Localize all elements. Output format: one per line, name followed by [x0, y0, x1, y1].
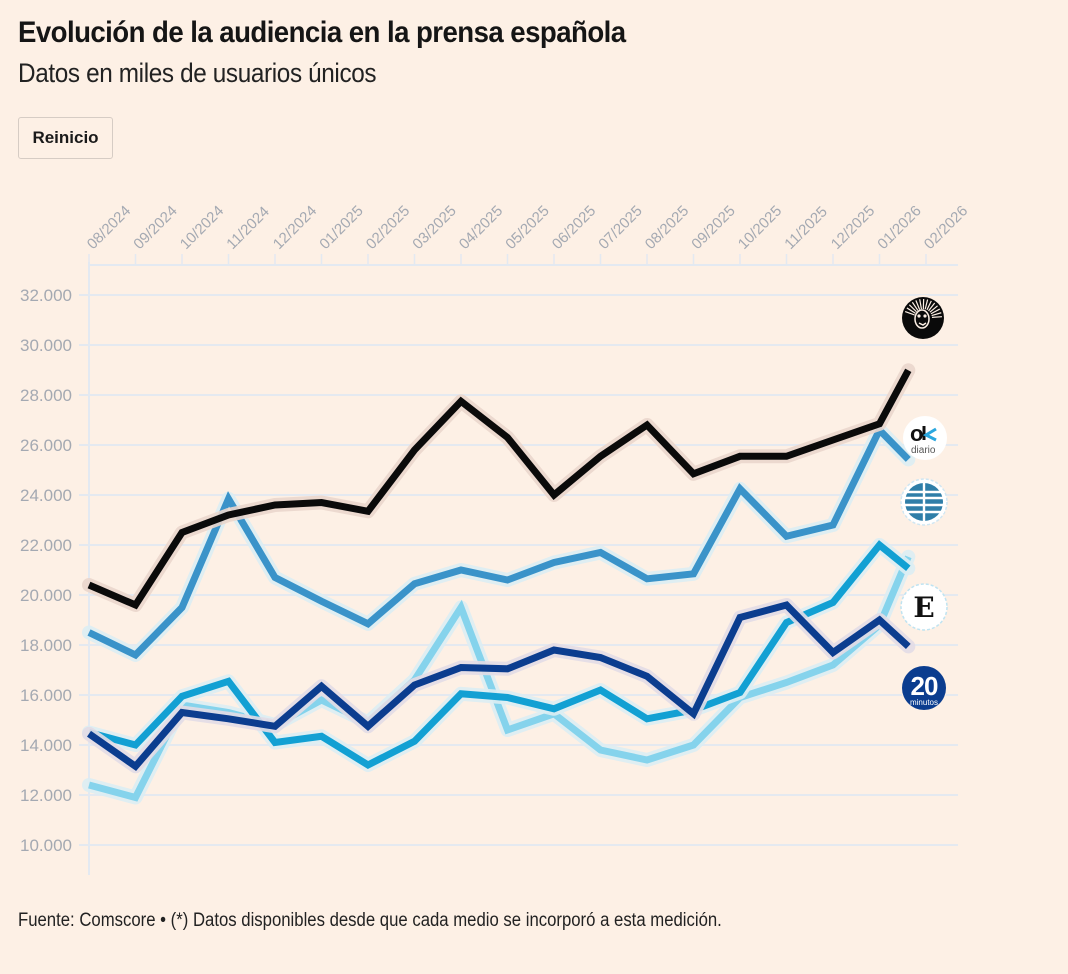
y-axis: 10.000 12.000 14.000 16.000 18.000 20.000 22.0… [20, 286, 72, 855]
x-tick-label: 04/2025 [456, 202, 506, 252]
y-tick-label: 16.000 [20, 686, 72, 705]
x-tick-label: 07/2025 [595, 202, 645, 252]
x-tick-label: 10/2025 [735, 202, 785, 252]
x-tick-label: 10/2024 [177, 202, 227, 252]
line-chart: 08/202409/202410/202411/202412/202401/20… [20, 202, 971, 875]
svg-text:20: 20 [911, 671, 938, 701]
x-tick-label: 01/2025 [316, 202, 366, 252]
x-axis: 08/202409/202410/202411/202412/202401/20… [84, 202, 971, 265]
series-lines [82, 363, 916, 805]
series-halo [82, 363, 916, 612]
series-halo [82, 549, 916, 805]
x-tick-label: 02/2025 [363, 202, 413, 252]
y-tick-label: 14.000 [20, 736, 72, 755]
y-tick-label: 30.000 [20, 336, 72, 355]
x-tick-label: 09/2025 [688, 202, 738, 252]
chart-subtitle: Datos en miles de usuarios únicos [18, 58, 377, 88]
x-tick-label: 12/2024 [270, 202, 320, 252]
source-note: Fuente: Comscore • (*) Datos disponibles… [18, 910, 722, 931]
x-tick-label: 12/2025 [828, 202, 878, 252]
y-tick-label: 12.000 [20, 786, 72, 805]
x-tick-label: 11/2025 [781, 203, 831, 253]
x-tick-label: 08/2024 [84, 202, 134, 252]
x-tick-label: 09/2024 [130, 202, 180, 252]
e-letter-icon: E [900, 583, 948, 631]
series-line-20-minutos[interactable] [86, 601, 911, 771]
svg-text:minutos: minutos [910, 698, 938, 707]
y-tick-label: 24.000 [20, 486, 72, 505]
x-tick-label: 08/2025 [642, 202, 692, 252]
x-tick-label: 05/2025 [502, 202, 552, 252]
y-tick-label: 10.000 [20, 836, 72, 855]
x-tick-label: 11/2024 [223, 203, 273, 253]
svg-text:E: E [913, 591, 934, 624]
x-tick-label: 01/2026 [874, 202, 924, 252]
svg-text:diario: diario [911, 445, 936, 456]
y-tick-label: 28.000 [20, 386, 72, 405]
series-line-el-país[interactable] [87, 368, 912, 610]
y-tick-label: 26.000 [20, 436, 72, 455]
globe-icon [900, 478, 948, 526]
reset-button[interactable]: Reinicio [18, 117, 113, 159]
x-tick-label: 06/2025 [549, 202, 599, 252]
y-tick-label: 32.000 [20, 286, 72, 305]
y-tick-label: 18.000 [20, 636, 72, 655]
y-tick-label: 20.000 [20, 586, 72, 605]
series-line-el-español[interactable] [88, 540, 911, 770]
lion-icon [900, 295, 946, 341]
chart-title: Evolución de la audiencia en la prensa e… [18, 16, 626, 49]
y-tick-label: 22.000 [20, 536, 72, 555]
x-tick-label: 03/2025 [409, 202, 459, 252]
series-line-okdiario[interactable] [87, 424, 911, 660]
svg-text:o: o [910, 421, 923, 446]
x-tick-label: 02/2026 [921, 202, 971, 252]
